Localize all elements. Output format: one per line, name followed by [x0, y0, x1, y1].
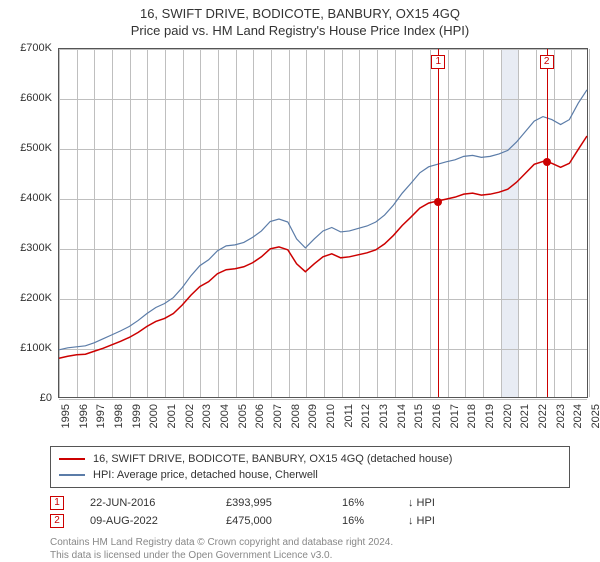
x-tick-label: 2002: [184, 404, 196, 434]
title-line-2: Price paid vs. HM Land Registry's House …: [0, 23, 600, 38]
x-tick-label: 1998: [113, 404, 125, 434]
x-tick-label: 2023: [555, 404, 567, 434]
gridline-h: [59, 399, 587, 400]
x-tick-label: 2021: [519, 404, 531, 434]
x-tick-label: 2004: [219, 404, 231, 434]
series-property: [59, 136, 587, 358]
y-tick-label: £300K: [8, 242, 52, 254]
event-pct-1: 16%: [342, 497, 382, 509]
x-tick-label: 2015: [413, 404, 425, 434]
x-tick-label: 2022: [537, 404, 549, 434]
event-marker-1: 1: [50, 496, 64, 510]
y-tick-label: £0: [8, 392, 52, 404]
x-tick-label: 2008: [290, 404, 302, 434]
event-vs-2: ↓ HPI: [408, 515, 435, 527]
x-tick-label: 2019: [484, 404, 496, 434]
event-pct-2: 16%: [342, 515, 382, 527]
series-svg: [59, 49, 587, 397]
legend-label-property: 16, SWIFT DRIVE, BODICOTE, BANBURY, OX15…: [93, 453, 452, 465]
x-tick-label: 2014: [396, 404, 408, 434]
x-tick-label: 2007: [272, 404, 284, 434]
x-tick-label: 2016: [431, 404, 443, 434]
sale-vertical-line: [438, 49, 439, 397]
sale-vertical-line: [547, 49, 548, 397]
event-row-2: 2 09-AUG-2022 £475,000 16% ↓ HPI: [50, 512, 570, 530]
event-row-1: 1 22-JUN-2016 £393,995 16% ↓ HPI: [50, 494, 570, 512]
x-tick-label: 2012: [360, 404, 372, 434]
x-tick-label: 1997: [95, 404, 107, 434]
attribution-footer: Contains HM Land Registry data © Crown c…: [50, 536, 570, 562]
legend-swatch-property: [59, 458, 85, 460]
x-tick-label: 1999: [131, 404, 143, 434]
x-tick-label: 2009: [307, 404, 319, 434]
x-tick-label: 2025: [590, 404, 600, 434]
x-tick-label: 2005: [237, 404, 249, 434]
x-tick-label: 2020: [502, 404, 514, 434]
y-tick-label: £700K: [8, 42, 52, 54]
x-tick-label: 2010: [325, 404, 337, 434]
legend-swatch-hpi: [59, 474, 85, 476]
sale-marker-box: 2: [540, 55, 554, 69]
event-marker-2: 2: [50, 514, 64, 528]
y-tick-label: £600K: [8, 92, 52, 104]
event-vs-1: ↓ HPI: [408, 497, 435, 509]
footer-line-1: Contains HM Land Registry data © Crown c…: [50, 536, 570, 549]
x-tick-label: 2006: [254, 404, 266, 434]
sale-marker-box: 1: [431, 55, 445, 69]
x-tick-label: 2011: [343, 404, 355, 434]
legend-item-property: 16, SWIFT DRIVE, BODICOTE, BANBURY, OX15…: [59, 451, 561, 467]
legend-item-hpi: HPI: Average price, detached house, Cher…: [59, 467, 561, 483]
x-tick-label: 1995: [60, 404, 72, 434]
x-tick-label: 1996: [78, 404, 90, 434]
x-tick-label: 2013: [378, 404, 390, 434]
event-price-1: £393,995: [226, 497, 316, 509]
event-price-2: £475,000: [226, 515, 316, 527]
y-tick-label: £200K: [8, 292, 52, 304]
title-line-1: 16, SWIFT DRIVE, BODICOTE, BANBURY, OX15…: [0, 6, 600, 21]
y-tick-label: £100K: [8, 342, 52, 354]
x-tick-label: 2000: [148, 404, 160, 434]
plot-region: 12: [58, 48, 588, 398]
event-date-2: 09-AUG-2022: [90, 515, 200, 527]
series-hpi: [59, 90, 587, 350]
sale-events: 1 22-JUN-2016 £393,995 16% ↓ HPI 2 09-AU…: [50, 494, 570, 530]
legend-label-hpi: HPI: Average price, detached house, Cher…: [93, 469, 318, 481]
sale-point-dot: [543, 158, 551, 166]
x-tick-label: 2001: [166, 404, 178, 434]
y-tick-label: £500K: [8, 142, 52, 154]
gridline-v: [589, 49, 590, 397]
y-tick-label: £400K: [8, 192, 52, 204]
footer-line-2: This data is licensed under the Open Gov…: [50, 549, 570, 562]
x-tick-label: 2003: [201, 404, 213, 434]
chart-title-block: 16, SWIFT DRIVE, BODICOTE, BANBURY, OX15…: [0, 0, 600, 40]
x-tick-label: 2024: [572, 404, 584, 434]
event-date-1: 22-JUN-2016: [90, 497, 200, 509]
chart-area: 12£0£100K£200K£300K£400K£500K£600K£700K1…: [8, 44, 592, 440]
legend-box: 16, SWIFT DRIVE, BODICOTE, BANBURY, OX15…: [50, 446, 570, 488]
x-tick-label: 2017: [449, 404, 461, 434]
x-tick-label: 2018: [466, 404, 478, 434]
